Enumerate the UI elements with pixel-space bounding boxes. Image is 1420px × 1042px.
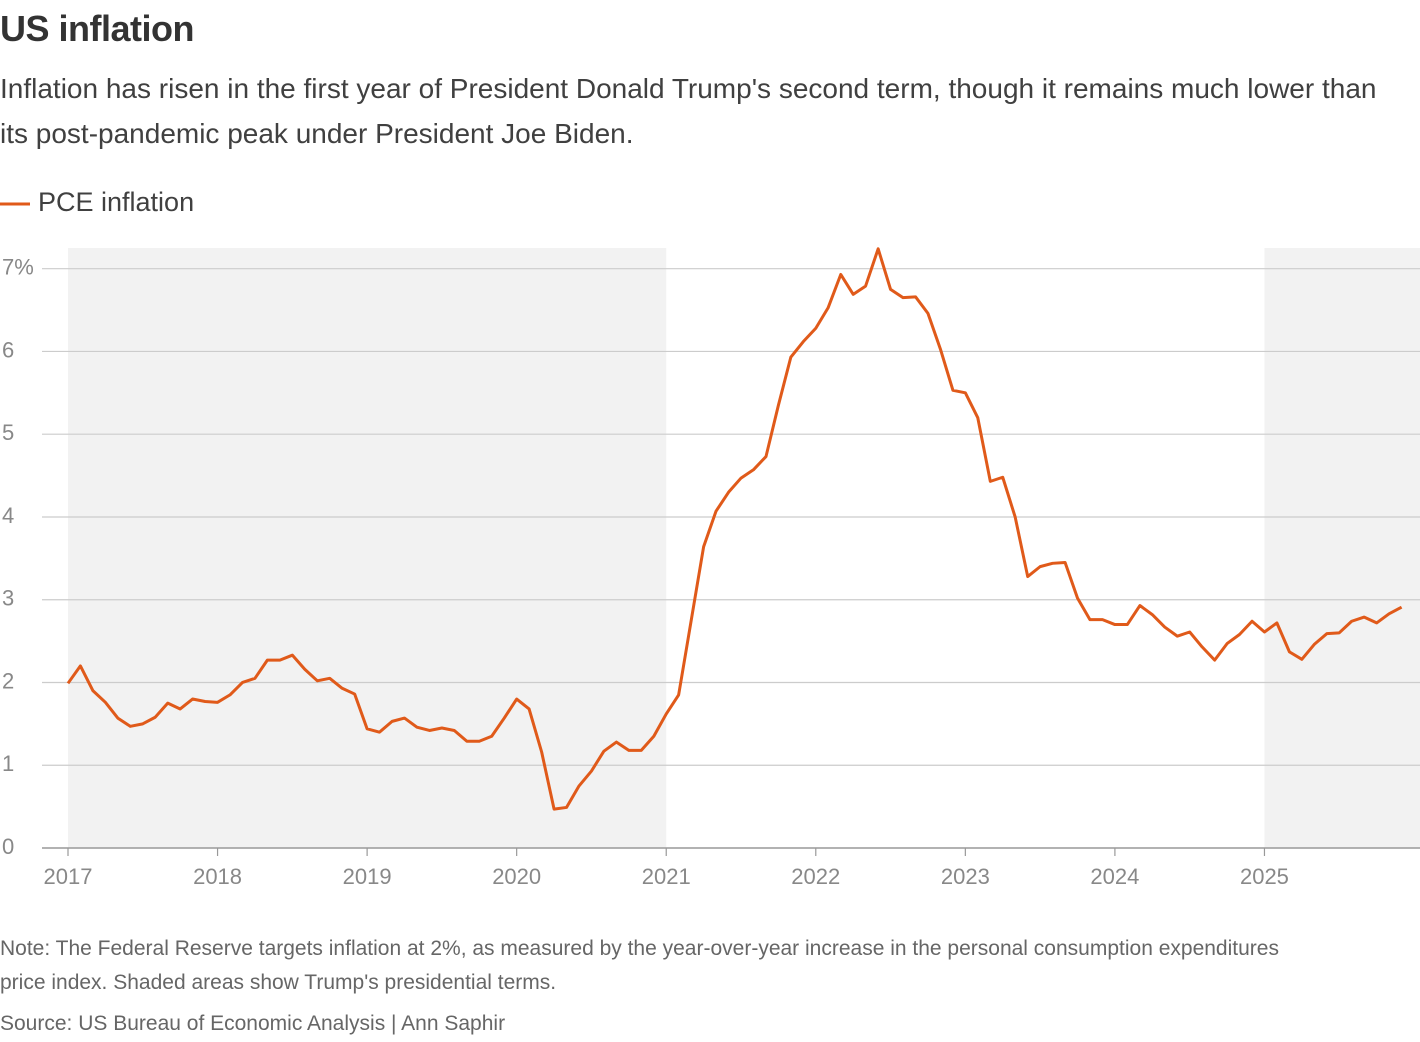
x-tick-label: 2023 <box>941 864 990 889</box>
source: Source: US Bureau of Economic Analysis |… <box>0 1012 506 1035</box>
x-tick-label: 2017 <box>44 864 93 889</box>
x-tick-label: 2019 <box>343 864 392 889</box>
title: US inflation <box>0 8 195 49</box>
chart: 0 1 2 3 4 5 6 7% 2017 2018 2019 2020 2021 2022 2023 202… <box>0 187 1420 889</box>
data-line <box>66 247 1403 811</box>
subtitle: Inflation has risen in the first year of… <box>0 73 1377 149</box>
legend-label: PCE inflation <box>38 187 194 217</box>
y-tick-label: 0 <box>2 834 14 859</box>
x-tick-label: 2021 <box>642 864 691 889</box>
y-tick-label: 1 <box>2 751 14 776</box>
x-tick-label: 2020 <box>492 864 541 889</box>
x-tick-label: 2022 <box>791 864 840 889</box>
x-tick-label: 2024 <box>1090 864 1139 889</box>
y-tick-label: 7% <box>2 255 34 280</box>
y-tick-label: 4 <box>2 503 14 528</box>
note: Note: The Federal Reserve targets inflat… <box>0 937 1279 994</box>
y-tick-label: 3 <box>2 586 14 611</box>
shaded-period <box>68 248 667 848</box>
x-tick-label: 2025 <box>1240 864 1289 889</box>
x-tick-label: 2018 <box>193 864 242 889</box>
y-tick-label: 2 <box>2 668 14 693</box>
shaded-period <box>1264 248 1420 848</box>
y-tick-label: 6 <box>2 337 14 362</box>
y-tick-label: 5 <box>2 420 14 445</box>
